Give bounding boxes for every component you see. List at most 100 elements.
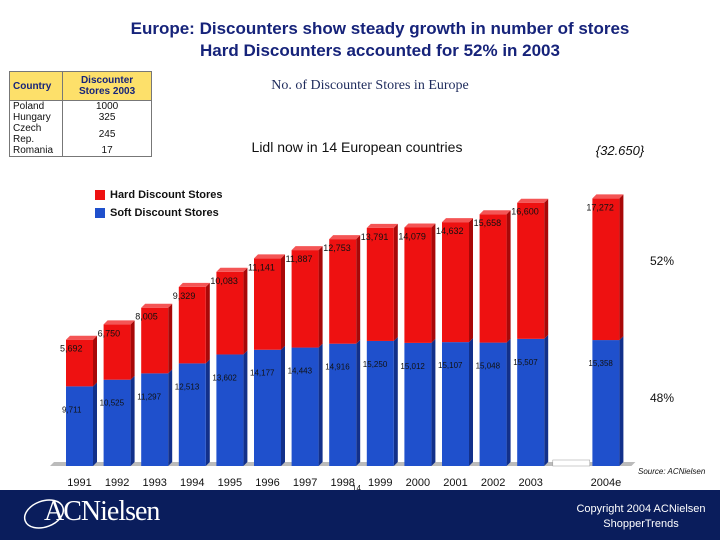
data-label-hard: 13,791 [361, 232, 389, 242]
data-label-hard: 11,887 [286, 254, 313, 264]
bar-soft-1997 [291, 347, 319, 466]
data-label-hard: 8,005 [135, 312, 158, 322]
x-tick-label: 2004e [591, 477, 622, 489]
data-label-soft: 15,250 [363, 360, 388, 369]
bar-hard-1998-side [356, 235, 361, 344]
copyright-line-2: ShopperTrends [603, 518, 679, 530]
chart-legend: Hard Discount Stores Soft Discount Store… [95, 186, 222, 222]
x-tick-label: 1997 [293, 477, 317, 489]
bar-top-2000 [404, 223, 436, 228]
data-label-hard: 10,083 [210, 276, 238, 286]
country-cell: Poland [8, 100, 64, 112]
bar-top-1999 [366, 223, 398, 228]
legend-label-hard: Hard Discount Stores [110, 189, 223, 201]
table-row: Poland 1000 [8, 100, 152, 112]
legend-item-hard: Hard Discount Stores [95, 186, 222, 204]
data-label-hard: 9,329 [173, 291, 196, 301]
bar-soft-2001-side [469, 338, 473, 466]
x-tick-label: 2003 [518, 477, 542, 489]
bar-top-1998 [329, 235, 361, 240]
bar-soft-1994 [178, 363, 206, 466]
data-label-hard: 17,272 [586, 202, 614, 212]
bar-soft-2000 [404, 342, 432, 466]
legend-swatch-soft [95, 208, 105, 218]
bar-soft-2002-side [506, 338, 511, 466]
bar-soft-1999 [366, 340, 394, 466]
bar-top-1992 [103, 320, 135, 325]
bar-hard-1994-side [205, 282, 210, 364]
bar-soft-1993 [141, 373, 169, 466]
bar-soft-1998 [329, 343, 357, 466]
bar-top-2004e [592, 194, 624, 199]
data-label-hard: 14,632 [436, 226, 464, 236]
country-cell: Romania [8, 145, 64, 157]
bar-soft-2003-side [544, 334, 549, 466]
bar-soft-1995-side [243, 350, 248, 466]
soft-share-label: 48% [650, 391, 675, 405]
bar-hard-1999 [366, 227, 394, 341]
chart-title-line-2: Hard Discounters accounted for 52% in 20… [200, 41, 560, 60]
bar-hard-1998 [329, 239, 357, 344]
bar-hard-1993-side [168, 303, 173, 374]
x-tick-label: 1991 [67, 477, 91, 489]
data-label-hard: 11,141 [248, 262, 275, 272]
country-header: Country [8, 71, 64, 101]
bar-hard-2004e-side [619, 194, 624, 341]
country-cell: Czech Rep. [8, 123, 64, 145]
x-tick-label: 2002 [481, 477, 505, 489]
bar-soft-1994-side [205, 359, 210, 466]
chart-subtitle: No. of Discounter Stores in Europe [271, 78, 469, 93]
x-tick-label: 1992 [105, 477, 129, 489]
bar-soft-2002 [479, 342, 507, 466]
bar-top-1994 [178, 282, 210, 287]
country-table-header: Country Discounter Stores 2003 [8, 71, 152, 101]
bar-soft-1992 [103, 379, 131, 466]
bar-hard-1991-side [93, 335, 97, 387]
copyright-line-1: Copyright 2004 ACNielsen [576, 503, 706, 515]
bar-hard-1994 [178, 286, 206, 364]
data-label-soft: 15,048 [476, 362, 501, 371]
data-label-hard: 6,750 [98, 328, 121, 338]
bar-hard-1997 [291, 250, 319, 348]
data-label-soft: 14,916 [325, 363, 350, 372]
bar-hard-1996-side [281, 254, 285, 350]
bar-hard-2004e [592, 198, 620, 341]
bar-hard-2002-side [506, 210, 511, 343]
data-label-soft: 9,711 [62, 405, 82, 414]
bar-hard-1999-side [393, 223, 398, 341]
data-label-hard: 15,658 [474, 218, 502, 228]
bar-hard-1992 [103, 324, 131, 380]
data-label-soft: 15,107 [438, 361, 463, 370]
logo-text: ACNielsen [44, 496, 160, 527]
stores-cell: 1000 [62, 100, 152, 112]
bar-top-2003 [517, 198, 549, 203]
x-tick-label: 2000 [406, 477, 430, 489]
bar-top-1993 [141, 303, 173, 308]
bar-hard-2001-side [469, 218, 473, 343]
bar-soft-2000-side [431, 338, 436, 466]
bar-hard-1993 [141, 307, 169, 374]
bar-hard-1995 [216, 271, 244, 355]
data-label-soft: 15,012 [400, 362, 425, 371]
bar-hard-2003-side [544, 198, 549, 339]
country-table: Country Discounter Stores 2003 Poland 100… [8, 71, 152, 157]
bar-top-1995 [216, 267, 248, 272]
data-label-hard: 12,753 [323, 243, 351, 253]
legend-swatch-hard [95, 190, 105, 200]
bar-hard-2000-side [431, 223, 436, 343]
x-tick-label: 1995 [218, 477, 242, 489]
bar-top-2002 [479, 210, 511, 215]
data-label-soft: 13,602 [212, 373, 237, 382]
data-label-soft: 14,177 [250, 369, 275, 378]
bar-top-1996 [254, 254, 285, 259]
bar-hard-2001 [442, 222, 469, 343]
stores-cell: 325 [62, 112, 152, 123]
bar-top-2001 [442, 218, 473, 223]
legend-item-soft: Soft Discount Stores [95, 204, 222, 222]
stores-cell: 17 [62, 145, 152, 157]
bar-soft-1996 [254, 349, 281, 466]
country-cell: Hungary [8, 112, 64, 123]
bar-soft-1991-side [93, 382, 97, 466]
table-row: Romania 17 [8, 145, 152, 157]
